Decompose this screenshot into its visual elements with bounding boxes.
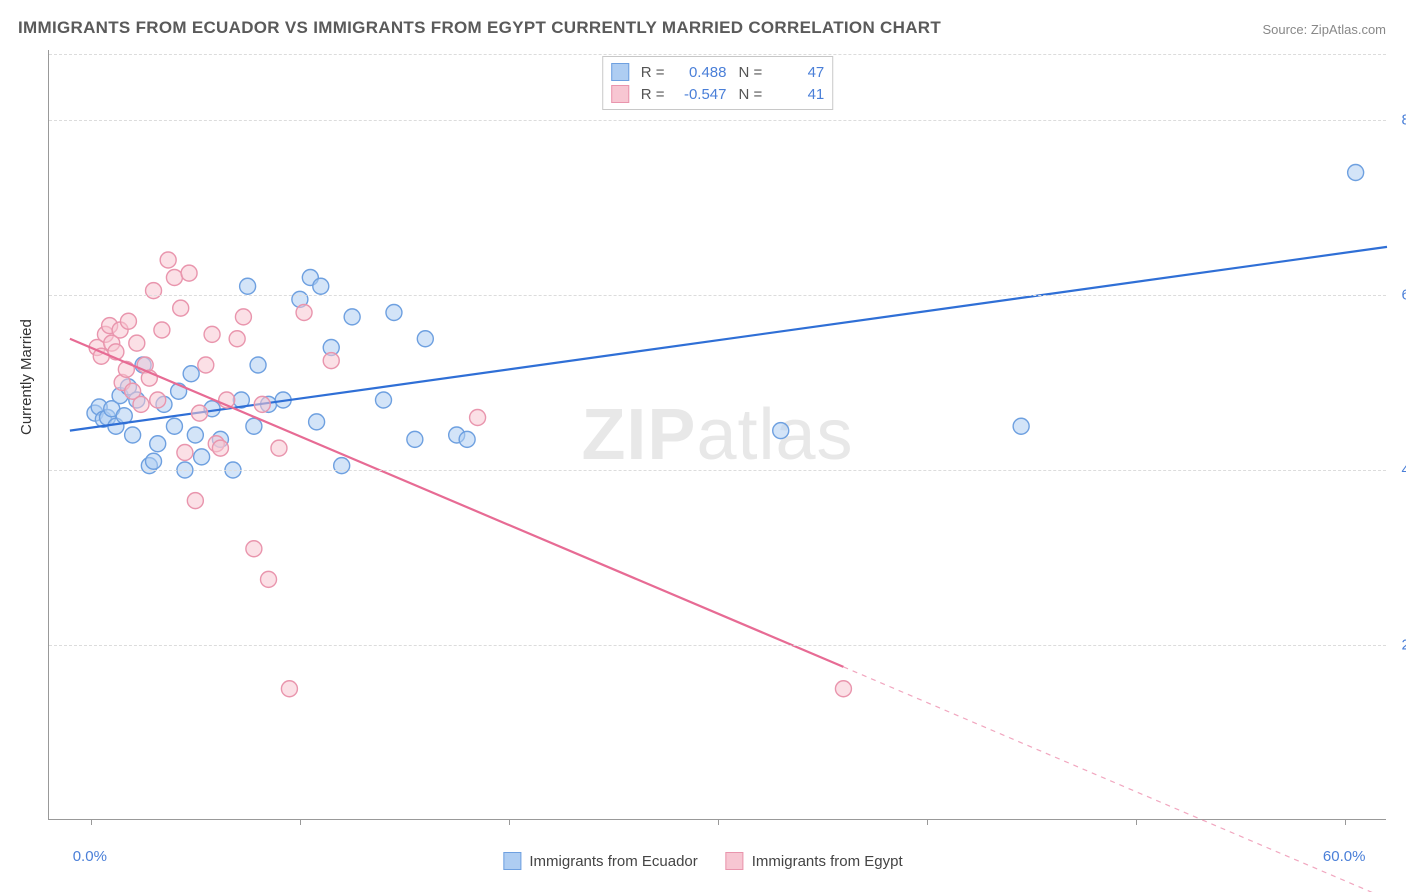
series-legend: Immigrants from Ecuador Immigrants from E… — [503, 852, 902, 870]
gridline-h — [49, 295, 1386, 296]
chart-canvas — [49, 50, 1386, 819]
data-point — [344, 309, 360, 325]
data-point — [235, 309, 251, 325]
data-point — [246, 541, 262, 557]
y-tick-label: 20.0% — [1392, 637, 1406, 654]
data-point — [229, 331, 245, 347]
y-axis-title: Currently Married — [18, 319, 35, 435]
data-point — [250, 357, 266, 373]
data-point — [198, 357, 214, 373]
y-tick-label: 40.0% — [1392, 462, 1406, 479]
data-point — [181, 265, 197, 281]
data-point — [212, 440, 228, 456]
data-point — [120, 313, 136, 329]
data-point — [296, 305, 312, 321]
data-point — [1348, 165, 1364, 181]
data-point — [154, 322, 170, 338]
data-point — [192, 405, 208, 421]
data-point — [177, 445, 193, 461]
data-point — [240, 278, 256, 294]
gridline-h — [49, 645, 1386, 646]
data-point — [129, 335, 145, 351]
x-tick-label: 60.0% — [1323, 848, 1366, 865]
data-point — [254, 396, 270, 412]
data-point — [1013, 418, 1029, 434]
x-tick — [300, 819, 301, 825]
data-point — [386, 305, 402, 321]
legend-label: Immigrants from Egypt — [752, 853, 903, 870]
plot-area: ZIPatlas R =0.488N =47R =-0.547N =41 20.… — [48, 50, 1386, 820]
x-tick — [91, 819, 92, 825]
data-point — [773, 423, 789, 439]
data-point — [376, 392, 392, 408]
data-point — [334, 458, 350, 474]
data-point — [150, 436, 166, 452]
data-point — [470, 410, 486, 426]
data-point — [281, 681, 297, 697]
x-tick — [509, 819, 510, 825]
x-tick-label: 0.0% — [73, 848, 107, 865]
data-point — [835, 681, 851, 697]
trend-line — [70, 339, 844, 667]
legend-swatch — [726, 852, 744, 870]
data-point — [194, 449, 210, 465]
data-point — [160, 252, 176, 268]
data-point — [173, 300, 189, 316]
x-tick — [927, 819, 928, 825]
legend-swatch — [503, 852, 521, 870]
trend-line-dashed — [843, 667, 1387, 892]
y-tick-label: 60.0% — [1392, 287, 1406, 304]
x-tick — [1345, 819, 1346, 825]
data-point — [459, 431, 475, 447]
data-point — [146, 453, 162, 469]
data-point — [150, 392, 166, 408]
data-point — [309, 414, 325, 430]
data-point — [183, 366, 199, 382]
data-point — [204, 326, 220, 342]
x-tick — [1136, 819, 1137, 825]
data-point — [187, 427, 203, 443]
data-point — [271, 440, 287, 456]
data-point — [133, 396, 149, 412]
data-point — [125, 427, 141, 443]
chart-title: IMMIGRANTS FROM ECUADOR VS IMMIGRANTS FR… — [18, 18, 941, 38]
data-point — [323, 353, 339, 369]
legend-item: Immigrants from Ecuador — [503, 852, 697, 870]
data-point — [166, 270, 182, 286]
data-point — [146, 283, 162, 299]
y-tick-label: 80.0% — [1392, 112, 1406, 129]
gridline-h — [49, 470, 1386, 471]
data-point — [166, 418, 182, 434]
data-point — [417, 331, 433, 347]
legend-item: Immigrants from Egypt — [726, 852, 903, 870]
data-point — [407, 431, 423, 447]
legend-label: Immigrants from Ecuador — [529, 853, 697, 870]
data-point — [187, 493, 203, 509]
gridline-h — [49, 120, 1386, 121]
x-tick — [718, 819, 719, 825]
source-label: Source: ZipAtlas.com — [1262, 22, 1386, 37]
data-point — [261, 571, 277, 587]
data-point — [246, 418, 262, 434]
data-point — [313, 278, 329, 294]
gridline-h — [49, 54, 1386, 55]
